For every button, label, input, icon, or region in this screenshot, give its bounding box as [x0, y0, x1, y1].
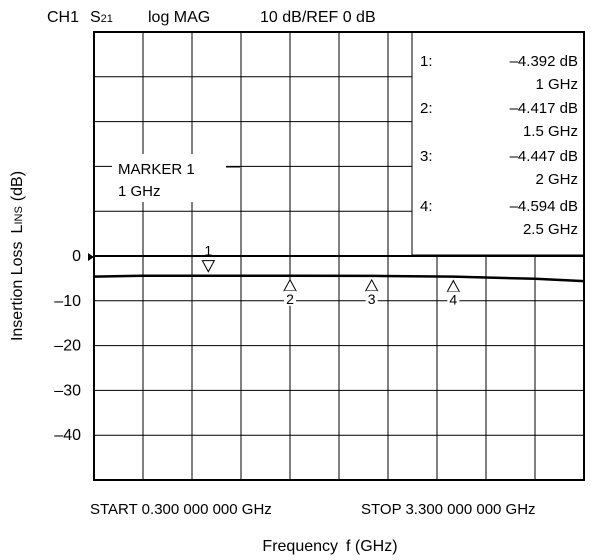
- svg-text:S21: S21: [90, 9, 113, 26]
- format-label: log MAG: [148, 9, 210, 26]
- marker-label-bg: [447, 291, 460, 307]
- marker-label-bg: [284, 290, 296, 306]
- marker-1-value: –4.392 dB: [510, 53, 578, 70]
- marker-1: 1: [201, 243, 216, 273]
- marker-2: 2: [283, 278, 297, 307]
- marker-1-label: 1:: [420, 53, 433, 70]
- marker-4-value: –4.594 dB: [510, 198, 578, 215]
- marker-1-freq: 1 GHz: [535, 76, 578, 93]
- marker-annotation-box: [112, 154, 226, 202]
- marker-3: 3: [364, 278, 379, 307]
- marker-annotation-freq: 1 GHz: [118, 183, 161, 200]
- y-tick-label: –40: [54, 427, 81, 444]
- x-axis-title: Frequency f (GHz): [262, 538, 397, 555]
- marker-number: 1: [204, 243, 212, 259]
- marker-4-label: 4:: [420, 198, 433, 215]
- marker-triangle-down: [201, 260, 216, 273]
- start-frequency-label: START 0.300 000 000 GHz: [90, 501, 272, 518]
- parameter-label: S: [90, 9, 101, 26]
- y-tick-label: –10: [54, 293, 81, 310]
- y-tick-label: –30: [54, 382, 81, 399]
- marker-number: 3: [368, 291, 376, 307]
- marker-annotation-title: MARKER 1: [118, 161, 195, 178]
- marker-table-box: [412, 33, 583, 255]
- y-tick-label: 0: [72, 248, 81, 265]
- marker-label-bg: [365, 290, 378, 306]
- reference-level-arrow: [88, 253, 94, 261]
- scale-label: 10 dB/REF 0 dB: [260, 9, 376, 26]
- parameter-subscript: 21: [101, 13, 113, 25]
- s21-trace: [93, 274, 585, 283]
- marker-2-freq: 1.5 GHz: [523, 123, 578, 140]
- marker-2-label: 2:: [420, 100, 433, 117]
- channel-label: CH1: [47, 9, 79, 26]
- stop-frequency-label: STOP 3.300 000 000 GHz: [361, 501, 536, 518]
- y-axis-title: Insertion LossLINS(dB): [9, 171, 26, 341]
- marker-3-label: 3:: [420, 148, 433, 165]
- marker-4: 4: [446, 279, 461, 308]
- marker-3-freq: 2 GHz: [535, 171, 578, 188]
- marker-number: 4: [449, 292, 457, 308]
- y-tick-label: –20: [54, 338, 81, 355]
- marker-3-value: –4.447 dB: [510, 148, 578, 165]
- marker-4-freq: 2.5 GHz: [523, 221, 578, 238]
- marker-number: 2: [286, 291, 294, 307]
- marker-2-value: –4.417 dB: [510, 100, 578, 117]
